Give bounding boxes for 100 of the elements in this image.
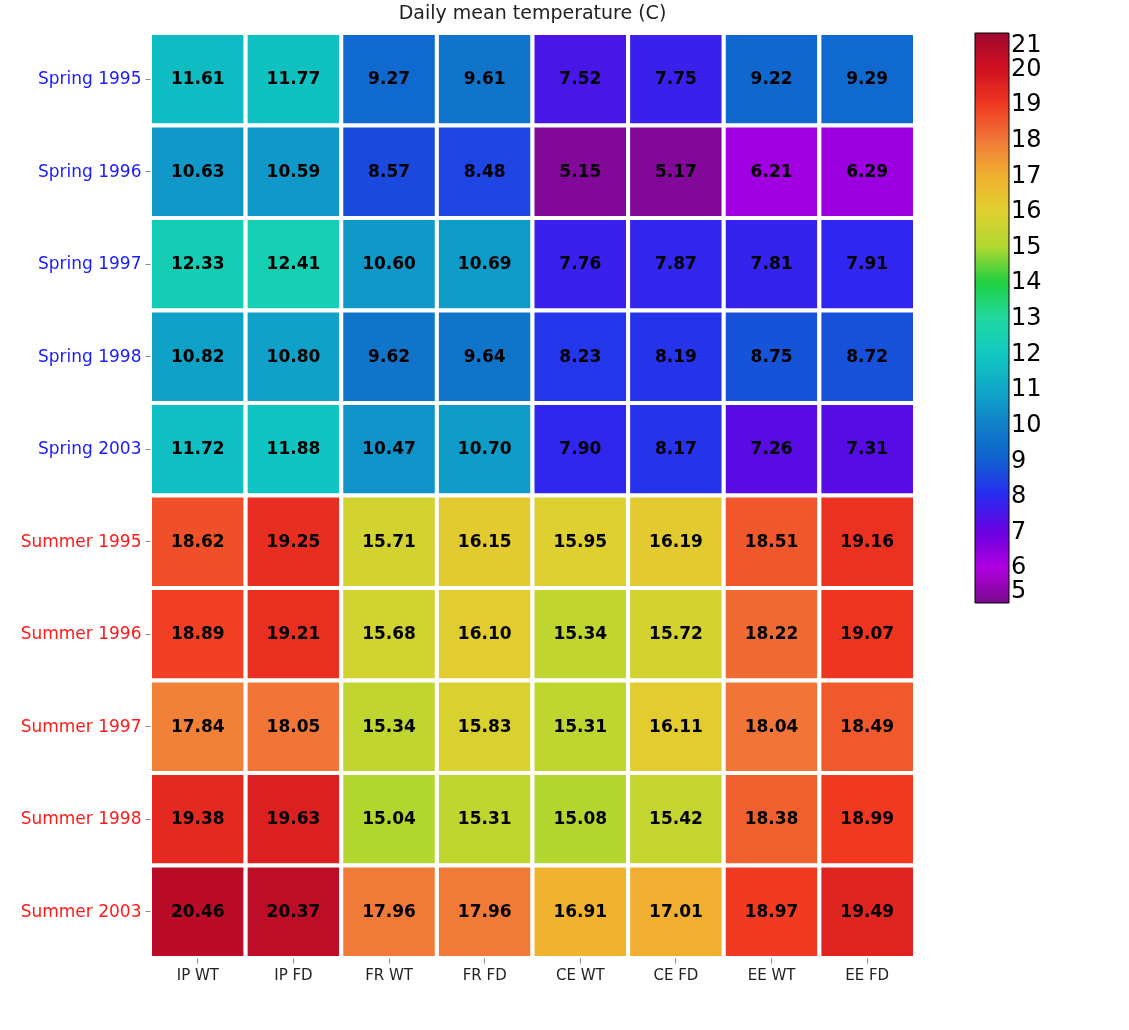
data-label: 18.62 — [170, 530, 225, 551]
data-label: 16.19 — [649, 530, 703, 551]
x-tick-label: CE FD — [653, 965, 699, 984]
color-bar-label: 13 — [1011, 303, 1042, 331]
data-label: 16.10 — [457, 623, 512, 644]
y-tick-label: Summer 1997 — [20, 715, 142, 736]
data-label: 16.91 — [553, 900, 608, 921]
data-label: 8.48 — [463, 160, 506, 181]
data-label: 16.11 — [649, 715, 703, 736]
data-label: 9.62 — [368, 345, 411, 366]
data-label: 15.31 — [457, 808, 512, 829]
data-label: 15.04 — [362, 808, 417, 829]
data-label: 6.29 — [846, 160, 889, 181]
data-label: 18.97 — [744, 900, 799, 921]
data-label: 19.38 — [170, 808, 225, 829]
data-label: 19.63 — [266, 808, 321, 829]
x-tick-label: IP FD — [274, 965, 313, 984]
data-label: 18.89 — [170, 623, 225, 644]
data-label: 9.29 — [846, 68, 889, 89]
x-tick-label: EE FD — [845, 965, 890, 984]
data-label: 7.90 — [559, 438, 602, 459]
data-label: 18.99 — [840, 808, 895, 829]
color-bar-label: 14 — [1011, 267, 1042, 296]
data-label: 9.64 — [463, 345, 506, 366]
data-label: 9.22 — [750, 68, 793, 89]
color-bar-label: 11 — [1011, 374, 1042, 403]
data-label: 19.25 — [266, 530, 321, 551]
data-label: 7.91 — [846, 253, 889, 274]
data-label: 15.34 — [553, 623, 608, 644]
data-label: 8.23 — [559, 345, 602, 366]
y-tick-label: Spring 2003 — [37, 438, 142, 459]
data-label: 19.21 — [266, 623, 321, 644]
x-tick-label: FR FD — [462, 965, 507, 984]
data-label: 5.15 — [559, 160, 602, 181]
data-label: 15.42 — [649, 808, 703, 829]
data-label: 19.49 — [840, 900, 895, 921]
data-label: 15.31 — [553, 715, 608, 736]
data-label: 18.49 — [840, 715, 895, 736]
data-label: 9.27 — [368, 68, 411, 89]
y-tick-label: Summer 2003 — [20, 900, 142, 921]
color-bar-label: 7 — [1011, 516, 1027, 545]
data-label: 10.70 — [457, 438, 512, 459]
chart-title: Daily mean temperature (C) — [398, 1, 667, 23]
y-tick-label: Spring 1996 — [37, 160, 142, 181]
data-label: 8.57 — [368, 160, 411, 181]
data-label: 7.76 — [559, 253, 602, 274]
data-label: 7.26 — [750, 438, 793, 459]
data-label: 8.75 — [750, 345, 793, 366]
data-label: 8.19 — [654, 345, 697, 366]
data-label: 10.47 — [362, 438, 416, 459]
data-label: 18.22 — [744, 623, 799, 644]
data-label: 15.68 — [362, 623, 416, 644]
color-bar-label: 17 — [1011, 160, 1042, 189]
x-tick-label: FR WT — [365, 965, 414, 984]
data-label: 10.80 — [266, 345, 321, 366]
data-label: 7.31 — [846, 438, 889, 459]
data-label: 7.81 — [750, 253, 793, 274]
data-label: 11.61 — [170, 68, 225, 89]
y-tick-label: Summer 1996 — [20, 623, 142, 644]
data-label: 18.04 — [744, 715, 799, 736]
data-label: 20.46 — [170, 900, 225, 921]
data-label: 10.69 — [457, 253, 512, 274]
data-label: 9.61 — [463, 68, 506, 89]
x-tick-label: EE WT — [747, 965, 797, 984]
data-label: 19.16 — [840, 530, 895, 551]
color-bar-label: 16 — [1011, 196, 1042, 225]
x-tick-label: CE WT — [555, 965, 606, 984]
data-label: 12.33 — [170, 253, 225, 274]
data-label: 18.51 — [744, 530, 799, 551]
data-label: 11.72 — [170, 438, 225, 459]
data-label: 10.63 — [170, 160, 225, 181]
data-label: 8.17 — [654, 438, 697, 459]
data-label: 5.17 — [654, 160, 697, 181]
data-label: 20.37 — [266, 900, 321, 921]
data-label: 15.34 — [362, 715, 417, 736]
y-tick-label: Spring 1995 — [37, 68, 142, 89]
color-bar-label: 15 — [1011, 231, 1042, 260]
data-label: 15.08 — [553, 808, 608, 829]
y-tick-label: Summer 1998 — [20, 808, 142, 829]
data-label: 11.77 — [266, 68, 321, 89]
color-bar-label: 18 — [1011, 124, 1042, 153]
data-label: 7.87 — [654, 253, 697, 274]
data-label: 18.05 — [266, 715, 321, 736]
data-label: 17.96 — [457, 900, 512, 921]
data-label: 17.96 — [362, 900, 416, 921]
y-tick-label: Spring 1998 — [37, 345, 142, 366]
data-label: 7.52 — [559, 68, 602, 89]
data-label: 18.38 — [744, 808, 799, 829]
data-label: 15.95 — [553, 530, 608, 551]
color-bar-label: 8 — [1011, 481, 1027, 510]
data-label: 10.60 — [362, 253, 417, 274]
data-label: 15.72 — [649, 623, 703, 644]
color-bar-label: 12 — [1011, 338, 1042, 367]
data-label: 6.21 — [750, 160, 793, 181]
data-label: 15.83 — [457, 715, 512, 736]
data-label: 11.88 — [266, 438, 321, 459]
data-label: 16.15 — [457, 530, 512, 551]
y-tick-label: Spring 1997 — [37, 253, 142, 274]
data-label: 15.71 — [362, 530, 416, 551]
data-label: 12.41 — [266, 253, 321, 274]
